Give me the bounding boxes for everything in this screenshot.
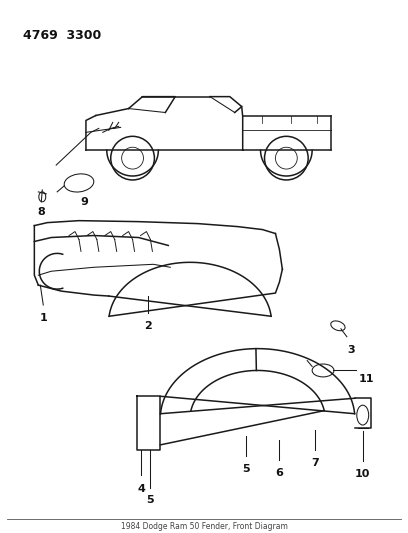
- Text: 9: 9: [80, 197, 88, 207]
- Text: 11: 11: [359, 374, 374, 384]
- Text: 4: 4: [137, 483, 145, 494]
- Text: 6: 6: [275, 467, 283, 478]
- Text: 5: 5: [242, 464, 249, 474]
- Text: 1: 1: [40, 313, 47, 323]
- Text: 1984 Dodge Ram 50 Fender, Front Diagram: 1984 Dodge Ram 50 Fender, Front Diagram: [120, 522, 288, 531]
- Text: 2: 2: [144, 321, 152, 331]
- Text: 3: 3: [347, 345, 355, 354]
- Text: 8: 8: [38, 207, 45, 217]
- Text: 7: 7: [311, 458, 319, 468]
- Text: 4769  3300: 4769 3300: [23, 29, 102, 42]
- Text: 5: 5: [146, 496, 154, 505]
- Text: 10: 10: [355, 469, 370, 479]
